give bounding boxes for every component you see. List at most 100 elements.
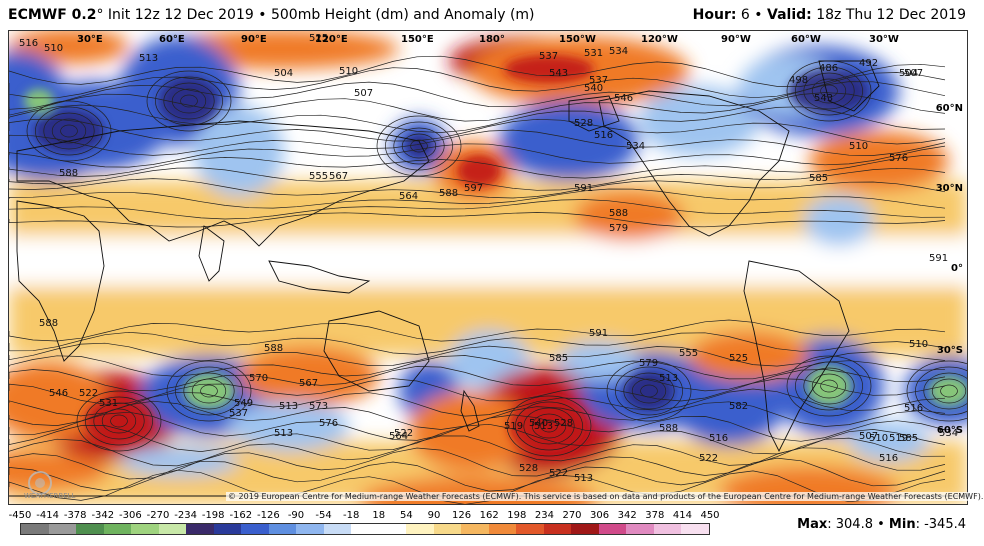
colorbar-swatch (626, 524, 654, 534)
closed-contour (906, 360, 967, 422)
contour-label: 531 (99, 398, 118, 409)
closed-contour (200, 384, 218, 398)
closed-contour (615, 366, 683, 416)
colorbar-tick: -90 (287, 510, 305, 521)
longitude-label: 30°W (869, 34, 899, 45)
closed-contour (401, 133, 437, 159)
colorbar-swatch (186, 524, 214, 534)
contour-label: 492 (859, 58, 878, 69)
contour-label: 591 (929, 253, 948, 264)
contour-label: 540 (529, 418, 548, 429)
contour-label: 516 (879, 453, 898, 464)
coastline (568, 95, 620, 132)
colorbar-tick: 126 (452, 510, 472, 521)
colorbar-swatch (323, 524, 352, 534)
colorbar-tick: -126 (257, 510, 280, 521)
colorbar-swatch (681, 524, 709, 534)
coastline (818, 60, 880, 112)
colorbar-tick: 414 (672, 510, 692, 521)
colorbar-swatch (21, 524, 49, 534)
closed-contour (43, 112, 95, 150)
closed-contour (820, 84, 838, 98)
anomaly-core-cell (159, 76, 219, 126)
height-contour (9, 342, 946, 367)
colorbar-swatch (488, 524, 517, 534)
field-name: 500mb Height (dm) and Anomaly (m) (270, 7, 535, 23)
longitude-label: 120°E (315, 34, 348, 45)
longitude-label: 180° (479, 34, 505, 45)
contour-label: 582 (729, 401, 748, 412)
colorbar-tick: -198 (201, 510, 225, 521)
colorbar-tick: 162 (479, 510, 499, 521)
colorbar-tick: 90 (427, 510, 441, 521)
colorbar-tick: 54 (400, 510, 413, 521)
closed-contour (795, 66, 863, 116)
contour-label: 516 (594, 130, 613, 141)
degree-symbol: ° (96, 7, 104, 23)
contour-label: 555 (679, 348, 698, 359)
contour-label: 588 (39, 318, 58, 329)
anomaly-core-cell (504, 55, 594, 83)
colorbar-tick: -378 (63, 510, 87, 521)
weatherbell-logo: WEATHERBELL (20, 470, 86, 500)
height-contour (9, 104, 946, 133)
colorbar-swatch (241, 524, 269, 534)
anomaly-cell (674, 366, 784, 446)
contour-label: 522 (79, 388, 98, 399)
contour-label: 507 (904, 68, 923, 79)
contour-label: 585 (899, 433, 918, 444)
contour-label: 588 (59, 168, 78, 179)
height-contour (9, 319, 946, 342)
closed-contour (623, 372, 675, 410)
anomaly-cell (809, 131, 949, 191)
contour-label: 534 (939, 428, 958, 439)
colorbar-tick: -342 (91, 510, 115, 521)
stats-separator: • (872, 517, 889, 532)
closed-contour (640, 384, 658, 398)
colorbar-tick: 450 (700, 510, 720, 521)
contour-label: 510 (44, 43, 63, 54)
closed-contour (523, 407, 575, 445)
contour-label: 504 (274, 68, 293, 79)
contour-label: 570 (249, 373, 268, 384)
contour-label: 576 (319, 418, 338, 429)
min-max-readout: Max: 304.8 • Min: -345.4 (797, 517, 966, 532)
colorbar-tick: 270 (562, 510, 582, 521)
contour-label: 555 (309, 171, 328, 182)
closed-contour (163, 82, 215, 120)
anomaly-cell (499, 101, 639, 181)
latitude-label: 60°N (936, 103, 963, 114)
anomaly-cell (119, 446, 239, 476)
contour-label: 588 (264, 343, 283, 354)
closed-contour (931, 378, 967, 404)
closed-contour (76, 390, 162, 452)
colorbar-tick: -306 (119, 510, 142, 521)
coastline (460, 389, 480, 432)
closed-contour (531, 413, 567, 439)
contour-label: 543 (549, 68, 568, 79)
latitude-label: 0° (951, 263, 963, 274)
contour-label: 528 (519, 463, 538, 474)
coastline (16, 200, 105, 362)
height-contour (9, 167, 946, 191)
hour-label: Hour: (692, 7, 737, 23)
closed-contour (175, 366, 243, 416)
colorbar-swatch (76, 524, 104, 534)
height-contour (9, 92, 946, 122)
closed-contour (183, 372, 235, 410)
contour-label: 522 (699, 453, 718, 464)
height-contour (9, 178, 946, 199)
contour-label: 522 (394, 428, 413, 439)
contour-label: 597 (464, 183, 483, 194)
closed-contour (35, 106, 103, 156)
title-separator: • (253, 7, 271, 23)
closed-contour (101, 408, 137, 434)
hour-value: 6 (736, 7, 750, 23)
closed-contour (191, 378, 227, 404)
closed-contour (940, 384, 958, 398)
height-contour (9, 81, 946, 110)
anomaly-core-cell (184, 373, 234, 409)
height-contour (9, 457, 946, 492)
contour-label: 537 (589, 75, 608, 86)
